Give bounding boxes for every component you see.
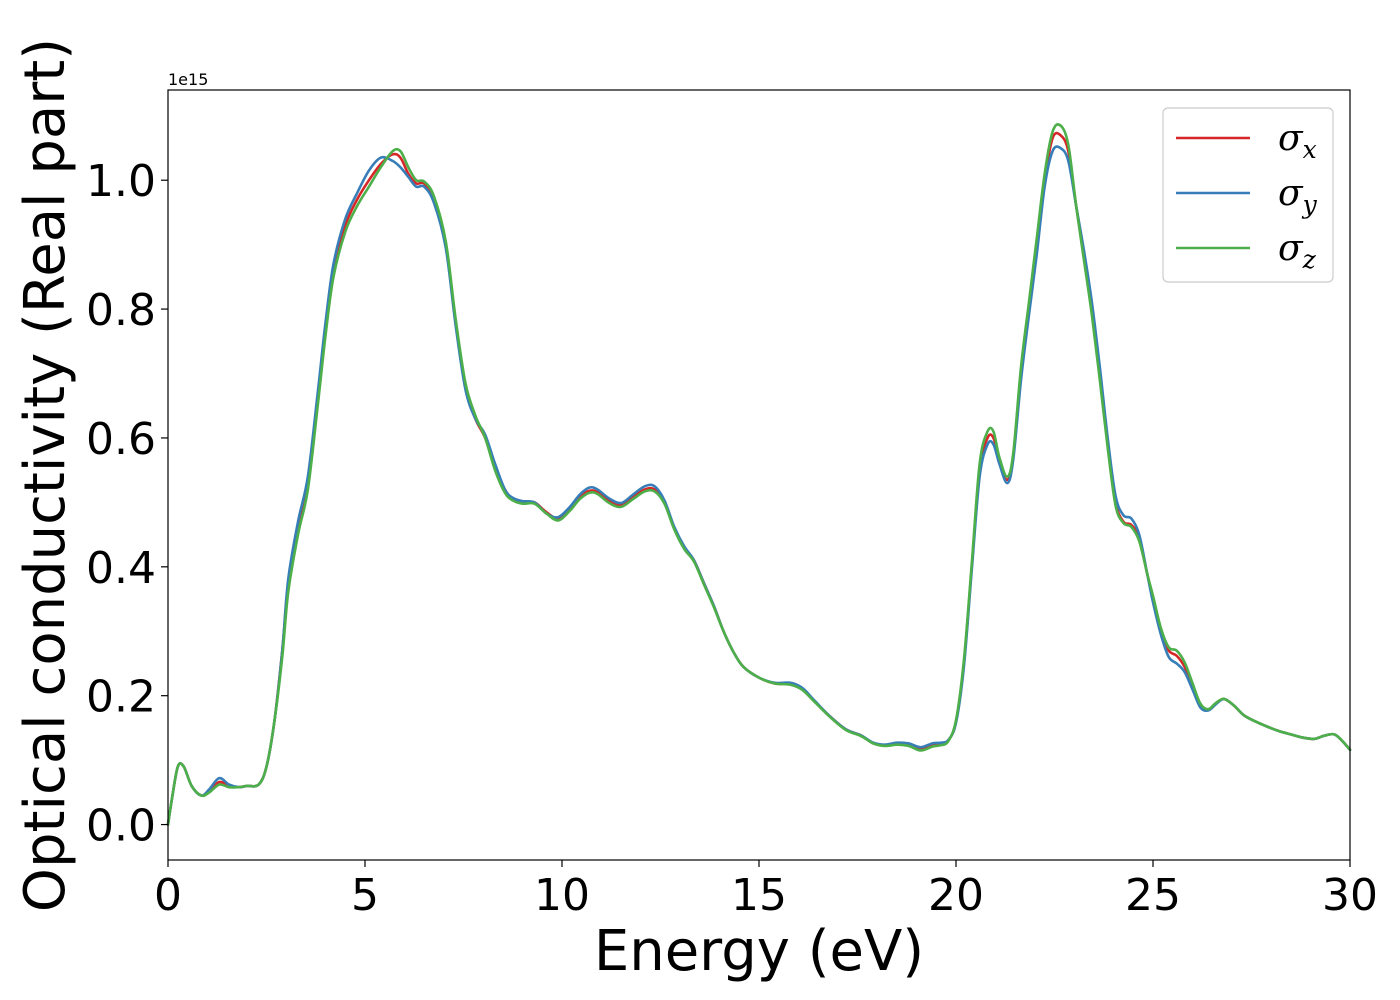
x-tick-label: 10 — [534, 870, 590, 921]
x-tick-label: 20 — [928, 870, 984, 921]
y-tick-label: 0.6 — [86, 414, 156, 465]
x-tick-label: 15 — [731, 870, 787, 921]
y-tick-label: 1.0 — [86, 156, 156, 207]
x-tick-label: 25 — [1125, 870, 1181, 921]
x-axis: 0 5 10 15 20 25 30 — [154, 860, 1378, 921]
legend-label: σz — [1278, 228, 1317, 274]
y-axis: 0.0 0.2 0.4 0.6 0.8 1.0 — [86, 156, 168, 852]
x-tick-label: 0 — [154, 870, 182, 921]
y-offset-label: 1e15 — [168, 70, 208, 89]
series-layer — [166, 123, 1352, 826]
series-line-sigma-z — [166, 123, 1352, 826]
legend: σx σy σz — [1162, 107, 1334, 283]
legend-label: σx — [1278, 118, 1317, 164]
y-tick-label: 0.8 — [86, 285, 156, 336]
y-tick-label: 0.2 — [86, 672, 156, 723]
y-tick-label: 0.4 — [86, 543, 156, 594]
y-tick-label: 0.0 — [86, 801, 156, 852]
y-axis-title: Optical conductivity (Real part) — [13, 38, 78, 912]
legend-label: σy — [1278, 173, 1318, 219]
x-tick-label: 5 — [351, 870, 379, 921]
legend-items: σx σy σz — [1176, 118, 1318, 274]
legend-box — [1162, 107, 1334, 283]
x-axis-title: Energy (eV) — [594, 919, 924, 984]
x-tick-label: 30 — [1322, 870, 1378, 921]
